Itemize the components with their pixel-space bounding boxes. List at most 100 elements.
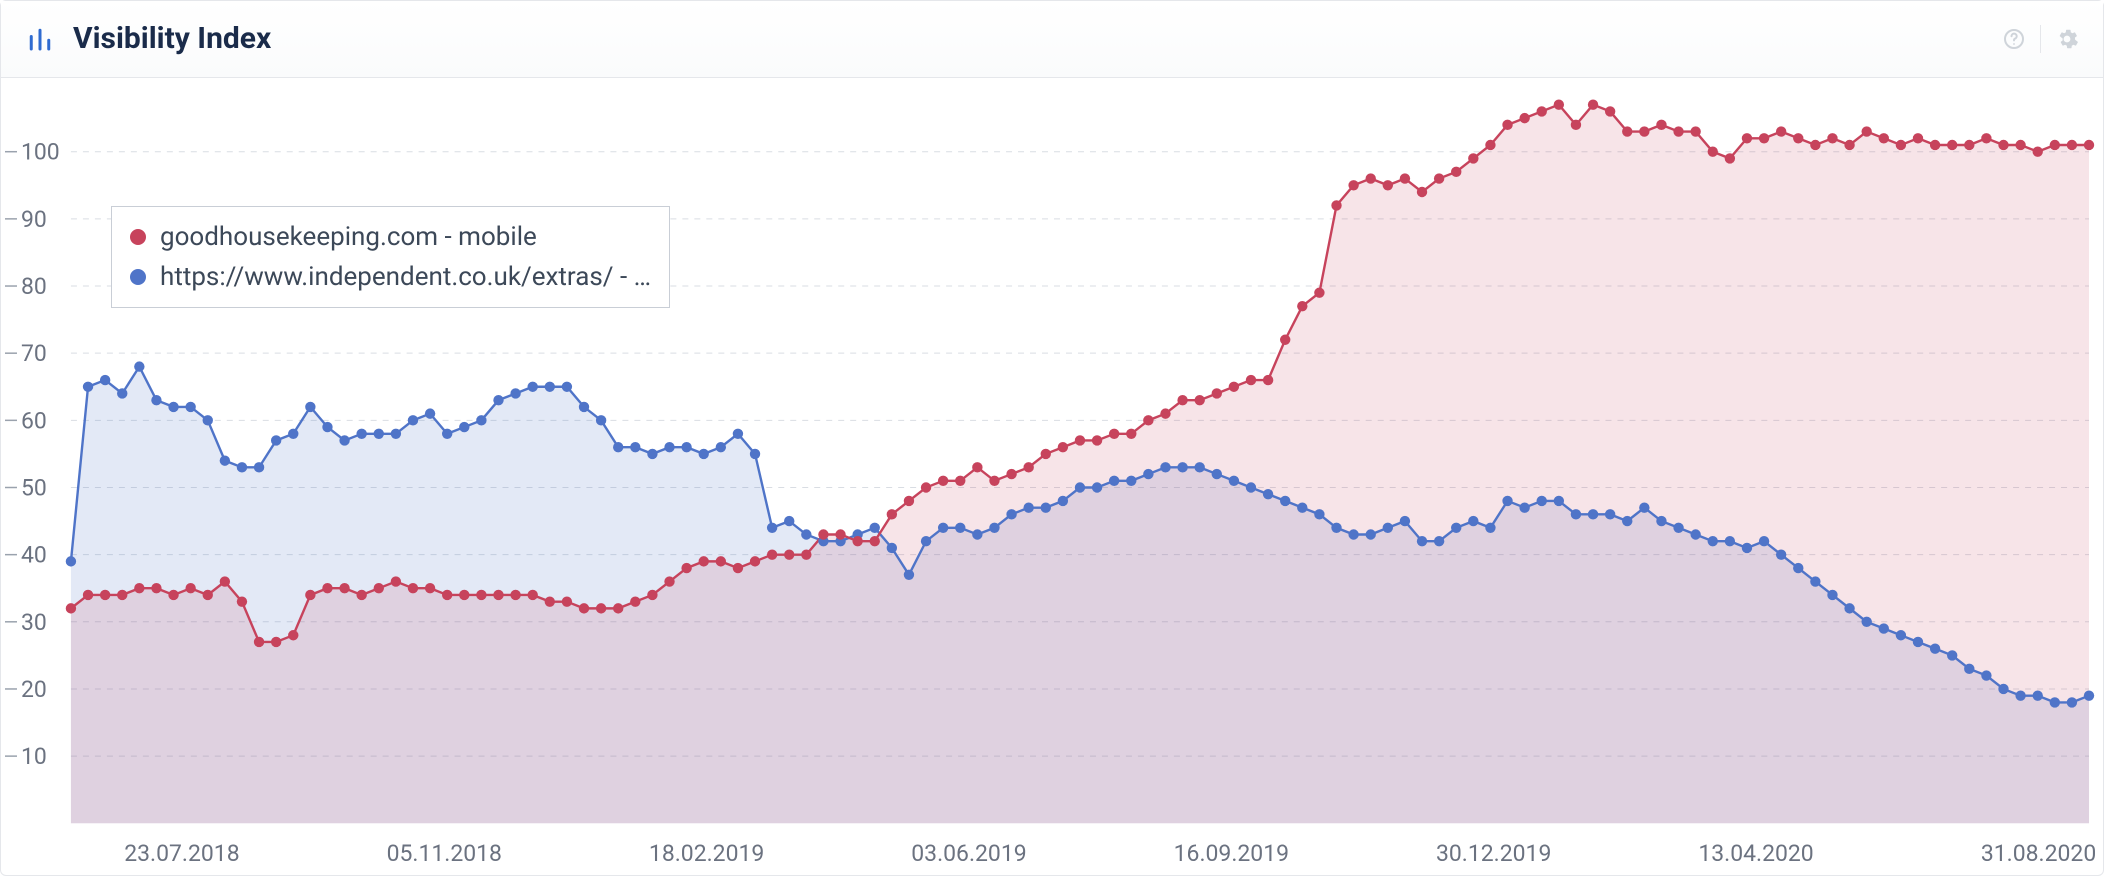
series-point-goodhousekeeping[interactable] xyxy=(305,590,315,600)
series-point-independent[interactable] xyxy=(1383,522,1393,532)
series-point-independent[interactable] xyxy=(83,381,93,391)
series-point-independent[interactable] xyxy=(989,522,999,532)
series-point-goodhousekeeping[interactable] xyxy=(1759,133,1769,143)
series-point-goodhousekeeping[interactable] xyxy=(1930,140,1940,150)
series-point-independent[interactable] xyxy=(1502,495,1512,505)
series-point-goodhousekeeping[interactable] xyxy=(1537,106,1547,116)
series-point-goodhousekeeping[interactable] xyxy=(1502,119,1512,129)
series-point-goodhousekeeping[interactable] xyxy=(168,590,178,600)
series-point-goodhousekeeping[interactable] xyxy=(1280,334,1290,344)
series-point-independent[interactable] xyxy=(1126,475,1136,485)
series-point-independent[interactable] xyxy=(151,395,161,405)
series-point-goodhousekeeping[interactable] xyxy=(1571,119,1581,129)
series-point-goodhousekeeping[interactable] xyxy=(1656,119,1666,129)
series-point-independent[interactable] xyxy=(562,381,572,391)
series-point-independent[interactable] xyxy=(2067,697,2077,707)
series-point-goodhousekeeping[interactable] xyxy=(134,583,144,593)
series-point-goodhousekeeping[interactable] xyxy=(699,556,709,566)
series-point-goodhousekeeping[interactable] xyxy=(2033,146,2043,156)
series-point-independent[interactable] xyxy=(2084,690,2094,700)
series-point-independent[interactable] xyxy=(1810,576,1820,586)
series-point-independent[interactable] xyxy=(1537,495,1547,505)
series-point-independent[interactable] xyxy=(1896,630,1906,640)
series-point-independent[interactable] xyxy=(1776,549,1786,559)
series-point-goodhousekeeping[interactable] xyxy=(1434,173,1444,183)
series-point-independent[interactable] xyxy=(459,422,469,432)
series-point-goodhousekeeping[interactable] xyxy=(1879,133,1889,143)
series-point-independent[interactable] xyxy=(1827,590,1837,600)
series-point-independent[interactable] xyxy=(1331,522,1341,532)
series-point-independent[interactable] xyxy=(921,536,931,546)
series-point-goodhousekeeping[interactable] xyxy=(151,583,161,593)
series-point-goodhousekeeping[interactable] xyxy=(1400,173,1410,183)
series-point-independent[interactable] xyxy=(1947,650,1957,660)
series-point-independent[interactable] xyxy=(1246,482,1256,492)
series-point-independent[interactable] xyxy=(117,388,127,398)
series-point-independent[interactable] xyxy=(1400,516,1410,526)
series-point-independent[interactable] xyxy=(254,462,264,472)
series-point-independent[interactable] xyxy=(1759,536,1769,546)
series-point-independent[interactable] xyxy=(972,529,982,539)
series-point-independent[interactable] xyxy=(442,428,452,438)
chart-area[interactable]: 10203040506070809010023.07.201805.11.201… xyxy=(1,78,2103,875)
series-point-goodhousekeeping[interactable] xyxy=(117,590,127,600)
series-point-independent[interactable] xyxy=(1656,516,1666,526)
series-point-goodhousekeeping[interactable] xyxy=(972,462,982,472)
series-point-goodhousekeeping[interactable] xyxy=(1246,375,1256,385)
series-point-independent[interactable] xyxy=(938,522,948,532)
series-point-goodhousekeeping[interactable] xyxy=(374,583,384,593)
series-point-independent[interactable] xyxy=(408,415,418,425)
series-point-independent[interactable] xyxy=(288,428,298,438)
series-point-independent[interactable] xyxy=(1690,529,1700,539)
series-point-independent[interactable] xyxy=(510,388,520,398)
series-point-independent[interactable] xyxy=(1229,475,1239,485)
series-point-goodhousekeeping[interactable] xyxy=(887,509,897,519)
series-point-independent[interactable] xyxy=(1194,462,1204,472)
series-point-goodhousekeeping[interactable] xyxy=(1776,126,1786,136)
series-point-goodhousekeeping[interactable] xyxy=(1588,99,1598,109)
series-point-independent[interactable] xyxy=(1742,543,1752,553)
series-point-goodhousekeeping[interactable] xyxy=(1383,180,1393,190)
series-point-independent[interactable] xyxy=(1451,522,1461,532)
series-point-independent[interactable] xyxy=(647,448,657,458)
series-point-goodhousekeeping[interactable] xyxy=(1075,435,1085,445)
series-point-independent[interactable] xyxy=(374,428,384,438)
series-point-goodhousekeeping[interactable] xyxy=(391,576,401,586)
series-point-goodhousekeeping[interactable] xyxy=(1947,140,1957,150)
series-point-independent[interactable] xyxy=(1109,475,1119,485)
series-point-independent[interactable] xyxy=(1930,643,1940,653)
series-point-goodhousekeeping[interactable] xyxy=(596,603,606,613)
series-point-goodhousekeeping[interactable] xyxy=(1519,113,1529,123)
series-point-independent[interactable] xyxy=(1793,563,1803,573)
series-point-independent[interactable] xyxy=(1964,663,1974,673)
series-point-goodhousekeeping[interactable] xyxy=(1331,200,1341,210)
series-point-goodhousekeeping[interactable] xyxy=(339,583,349,593)
series-point-independent[interactable] xyxy=(1434,536,1444,546)
series-point-goodhousekeeping[interactable] xyxy=(2067,140,2077,150)
series-point-goodhousekeeping[interactable] xyxy=(1844,140,1854,150)
series-point-goodhousekeeping[interactable] xyxy=(254,637,264,647)
series-point-independent[interactable] xyxy=(630,442,640,452)
series-point-independent[interactable] xyxy=(1861,616,1871,626)
series-point-goodhousekeeping[interactable] xyxy=(1229,381,1239,391)
series-point-independent[interactable] xyxy=(870,522,880,532)
series-point-goodhousekeeping[interactable] xyxy=(1827,133,1837,143)
series-point-goodhousekeeping[interactable] xyxy=(459,590,469,600)
series-point-independent[interactable] xyxy=(1485,522,1495,532)
series-point-independent[interactable] xyxy=(1297,502,1307,512)
series-point-goodhousekeeping[interactable] xyxy=(528,590,538,600)
series-point-independent[interactable] xyxy=(1177,462,1187,472)
series-point-independent[interactable] xyxy=(322,422,332,432)
series-point-independent[interactable] xyxy=(391,428,401,438)
series-point-goodhousekeeping[interactable] xyxy=(1194,395,1204,405)
series-point-independent[interactable] xyxy=(613,442,623,452)
series-point-goodhousekeeping[interactable] xyxy=(1023,462,1033,472)
series-point-independent[interactable] xyxy=(356,428,366,438)
series-point-goodhousekeeping[interactable] xyxy=(1109,428,1119,438)
series-point-goodhousekeeping[interactable] xyxy=(1554,99,1564,109)
series-point-goodhousekeeping[interactable] xyxy=(220,576,230,586)
series-point-independent[interactable] xyxy=(579,401,589,411)
series-point-independent[interactable] xyxy=(339,435,349,445)
series-point-goodhousekeeping[interactable] xyxy=(425,583,435,593)
series-point-independent[interactable] xyxy=(425,408,435,418)
